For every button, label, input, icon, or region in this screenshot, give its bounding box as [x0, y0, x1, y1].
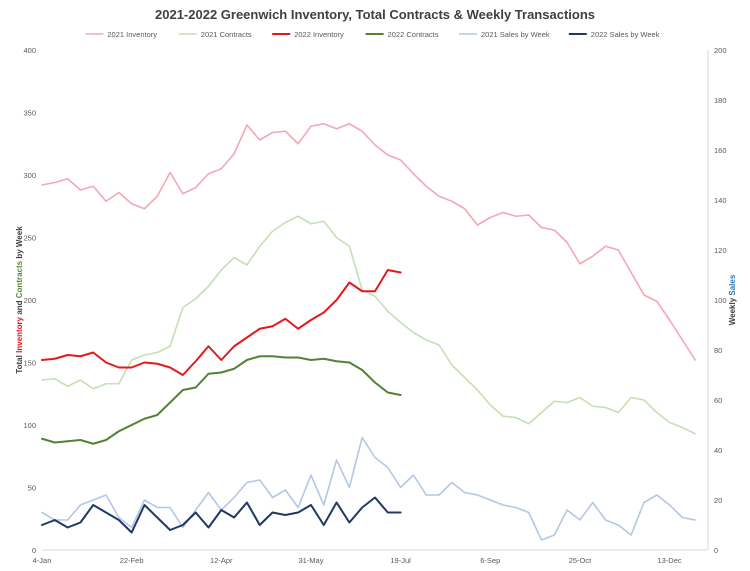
- left-tick-label: 100: [23, 421, 36, 430]
- axis-title-part: by Week: [15, 226, 24, 261]
- right-tick-label: 140: [714, 196, 727, 205]
- axis-title-part: Total: [15, 353, 24, 374]
- x-tick-label: 31-May: [298, 556, 323, 565]
- right-tick-label: 120: [714, 246, 727, 255]
- left-y-axis: 0 50 100 150 200 250 300 350 400: [23, 46, 36, 555]
- series-line-2022-inventory: [41, 269, 402, 376]
- left-tick-label: 50: [28, 484, 36, 493]
- legend-label: 2021 Inventory: [107, 30, 157, 39]
- series-line-2021-inventory: [41, 122, 696, 361]
- left-tick-label: 400: [23, 46, 36, 55]
- x-tick-label: 25-Oct: [569, 556, 592, 565]
- x-axis: 4-Jan 22-Feb 12-Apr 31-May 19-Jul 6-Sep 25-Oct…: [33, 549, 708, 565]
- left-tick-label: 200: [23, 296, 36, 305]
- x-tick-label: 19-Jul: [390, 556, 411, 565]
- legend: 2021 Inventory 2021 Contracts 2022 Invento…: [85, 30, 660, 39]
- right-tick-label: 60: [714, 396, 722, 405]
- left-tick-label: 0: [32, 546, 36, 555]
- legend-item-2021-inventory: 2021 Inventory: [85, 30, 157, 39]
- left-tick-label: 150: [23, 359, 36, 368]
- legend-item-2022-contracts: 2022 Contracts: [365, 30, 439, 39]
- legend-label: 2021 Sales by Week: [481, 30, 550, 39]
- x-tick-label: 13-Dec: [657, 556, 681, 565]
- series-line-2022-sales-by-week: [41, 496, 402, 534]
- left-tick-label: 300: [23, 171, 36, 180]
- legend-label: 2022 Sales by Week: [591, 30, 660, 39]
- right-tick-label: 160: [714, 146, 727, 155]
- x-tick-label: 12-Apr: [210, 556, 233, 565]
- legend-item-2022-inventory: 2022 Inventory: [272, 30, 344, 39]
- left-tick-label: 350: [23, 109, 36, 118]
- series-line-2021-contracts: [41, 215, 696, 435]
- legend-item-2021-sales-by-week: 2021 Sales by Week: [459, 30, 550, 39]
- right-tick-label: 200: [714, 46, 727, 55]
- right-tick-label: 100: [714, 296, 727, 305]
- series-layer: [41, 122, 696, 541]
- right-tick-label: 40: [714, 446, 722, 455]
- series-line-2022-contracts: [41, 355, 402, 445]
- right-tick-label: 0: [714, 546, 718, 555]
- left-tick-label: 250: [23, 234, 36, 243]
- legend-item-2022-sales-by-week: 2022 Sales by Week: [568, 30, 660, 39]
- x-tick-label: 4-Jan: [33, 556, 52, 565]
- right-y-axis: 0 20 40 60 80 100 120 140 160 180 200: [707, 46, 727, 555]
- legend-label: 2022 Inventory: [294, 30, 344, 39]
- right-tick-label: 180: [714, 96, 727, 105]
- legend-label: 2022 Contracts: [388, 30, 439, 39]
- x-tick-label: 22-Feb: [120, 556, 144, 565]
- legend-label: 2021 Contracts: [201, 30, 252, 39]
- axis-title-part: and: [15, 298, 24, 317]
- axis-title-part: Inventory: [15, 316, 24, 353]
- right-tick-label: 20: [714, 496, 722, 505]
- x-tick-label: 6-Sep: [480, 556, 500, 565]
- series-line-2021-sales-by-week: [41, 436, 696, 541]
- legend-item-2021-contracts: 2021 Contracts: [178, 30, 252, 39]
- axis-title-part: Sales: [728, 274, 737, 295]
- axis-title-part: Contracts: [15, 260, 24, 298]
- right-tick-label: 80: [714, 346, 722, 355]
- left-axis-title: Total Inventory and Contracts by Week: [15, 226, 24, 374]
- axis-title-part: Weekly: [728, 296, 737, 326]
- right-axis-title: Weekly Sales: [728, 274, 737, 325]
- chart-title: 2021-2022 Greenwich Inventory, Total Con…: [155, 7, 595, 22]
